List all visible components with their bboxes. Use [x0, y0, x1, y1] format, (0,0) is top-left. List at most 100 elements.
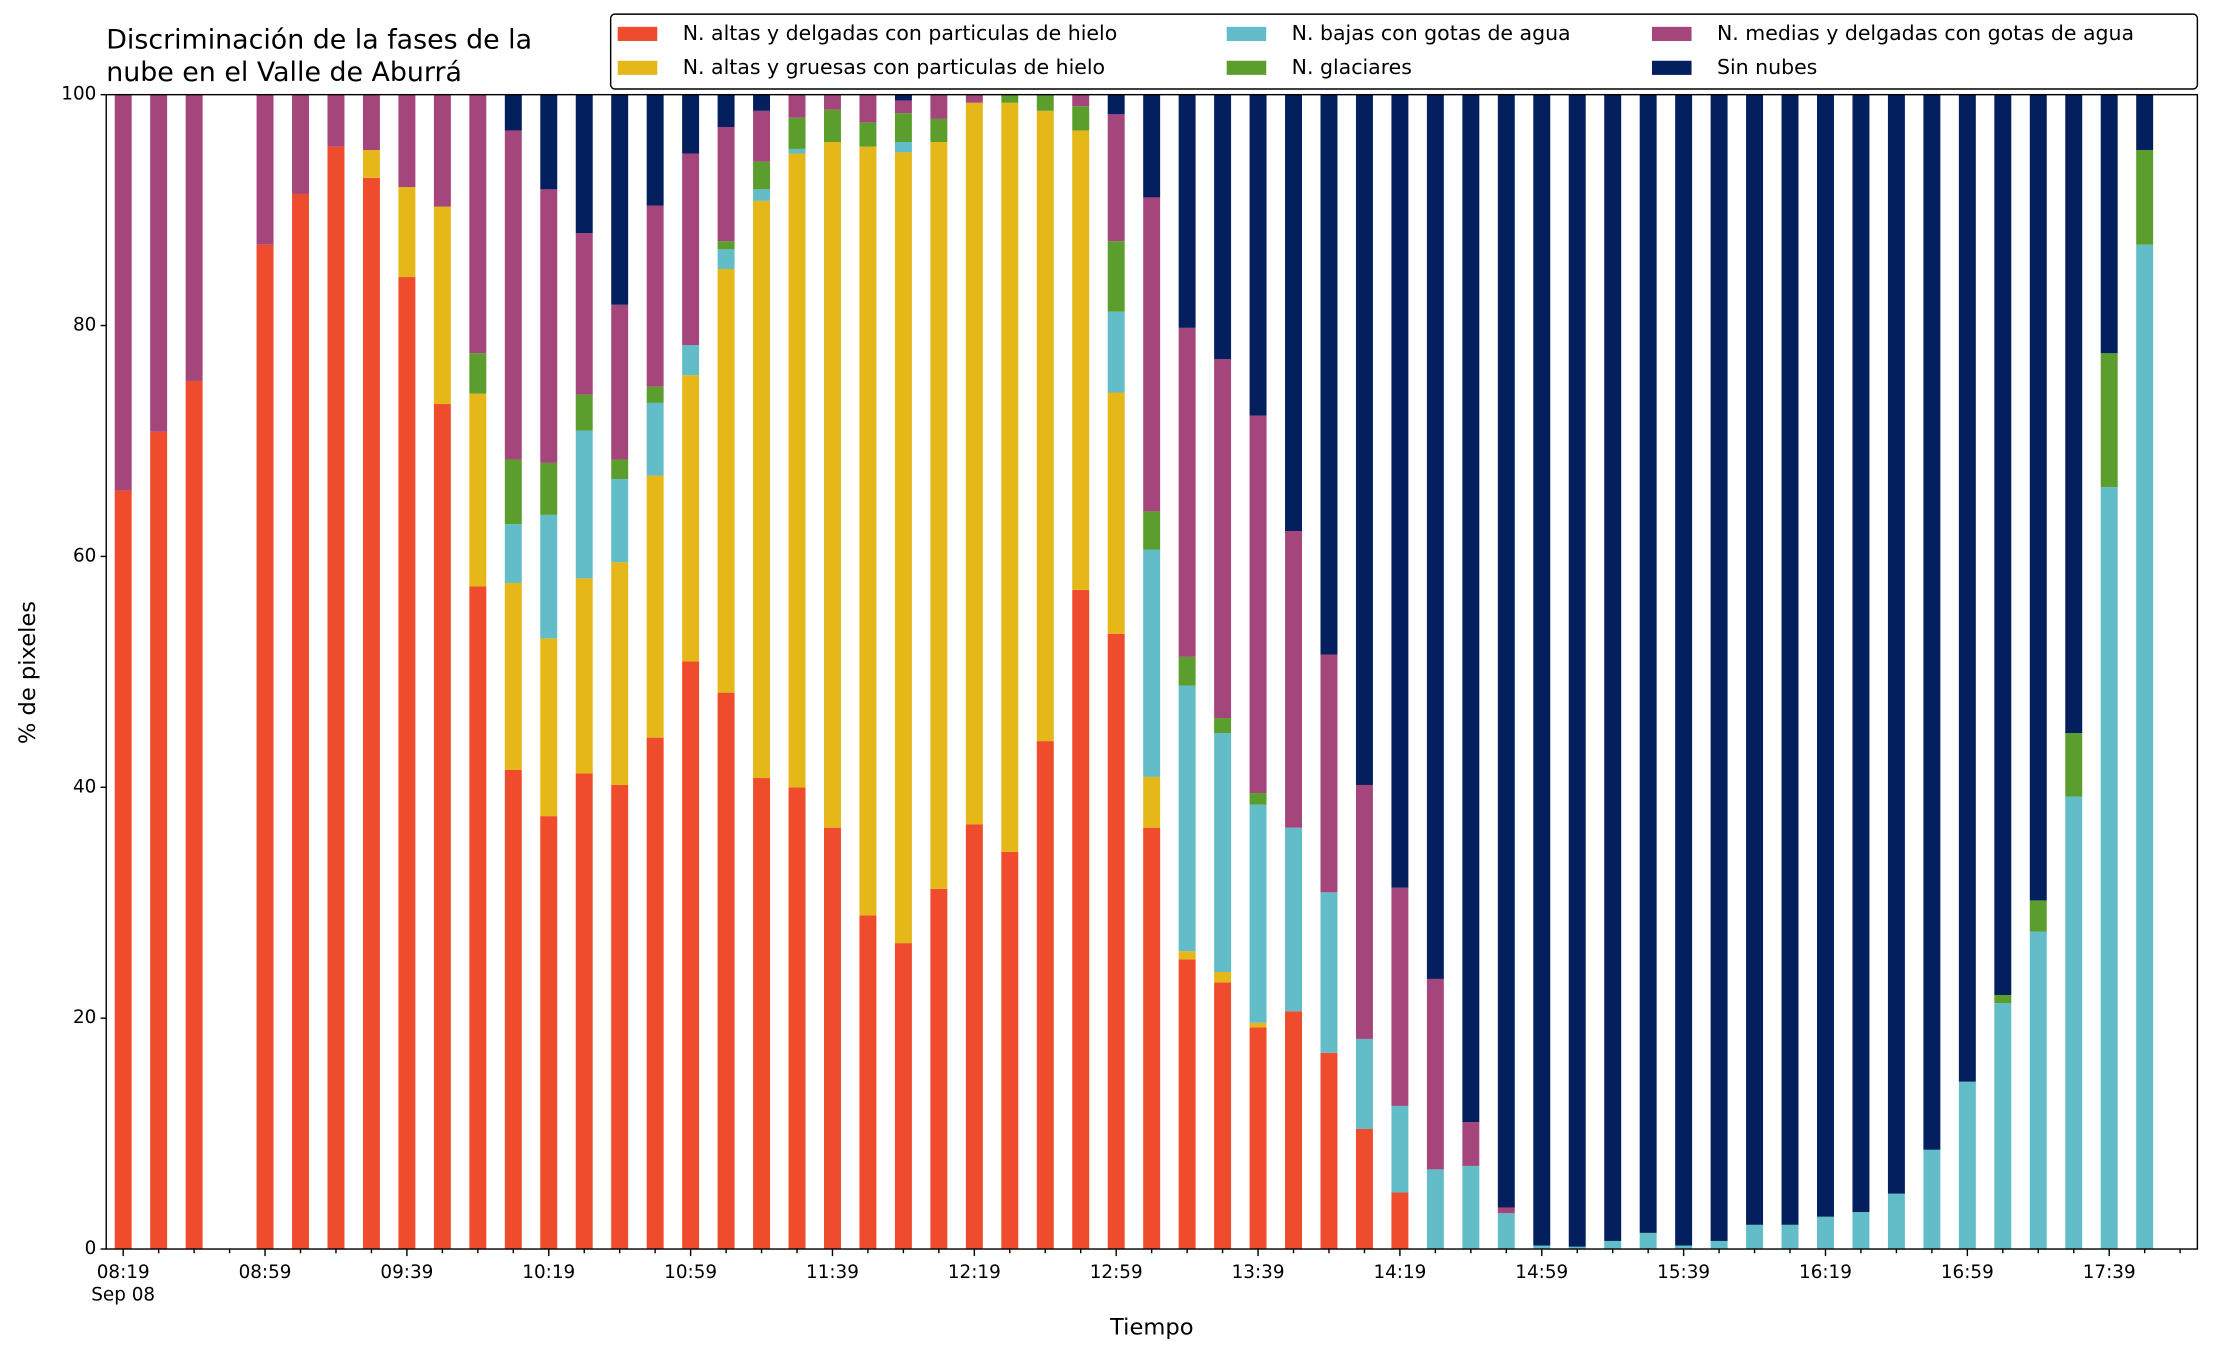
bar-segment	[292, 193, 309, 1250]
bar-segment	[646, 475, 664, 738]
bar-segment	[2136, 244, 2154, 1250]
bar-segment	[894, 152, 912, 944]
bar-segment	[824, 109, 841, 142]
bar-segment	[1675, 1245, 1693, 1250]
legend-label: N. bajas con gotas de agua	[1292, 21, 1571, 45]
legend-swatch	[617, 26, 658, 41]
bar-segment	[1107, 94, 1125, 115]
bar-segment	[965, 824, 983, 1250]
x-tick-label: 13:39	[1232, 1262, 1285, 1283]
legend-label: N. altas y gruesas con particulas de hie…	[683, 55, 1105, 79]
bar-segment	[540, 514, 558, 639]
bar-segment	[1462, 1122, 1480, 1166]
bar-segment	[930, 141, 948, 889]
bar-segment	[1710, 1240, 1728, 1250]
bar-segment	[1426, 94, 1444, 979]
bar-segment	[1249, 94, 1267, 416]
bar-segment	[469, 94, 487, 354]
bar-segment	[894, 113, 912, 142]
bar-segment	[1178, 327, 1196, 657]
bar-segment	[327, 146, 345, 1250]
y-tick-label: 20	[73, 1007, 96, 1028]
bar-segment	[1887, 1193, 1905, 1250]
bar-segment	[1285, 827, 1302, 1012]
bar-segment	[859, 915, 877, 1250]
x-tick-label: 14:59	[1515, 1262, 1568, 1283]
bar-segment	[1568, 94, 1586, 1247]
bar-segment	[717, 126, 735, 242]
bar-segment	[1781, 94, 1799, 1225]
x-tick-label: 10:59	[664, 1262, 717, 1283]
bar-segment	[540, 816, 558, 1250]
bar-segment	[1214, 718, 1232, 734]
bar-segment	[575, 233, 593, 395]
bar-segment	[398, 94, 416, 188]
bar-segment	[2100, 487, 2118, 1250]
bar-segment	[1887, 94, 1905, 1194]
bar-segment	[1214, 733, 1232, 972]
bar-segment	[646, 205, 664, 387]
legend-swatch	[1226, 60, 1267, 75]
bar-segment	[2029, 94, 2047, 901]
bar-segment	[788, 148, 806, 154]
bar-segment	[1533, 94, 1551, 1246]
bar-segment	[1249, 804, 1267, 1023]
bar-segment	[1214, 982, 1232, 1250]
x-tick-label: 16:59	[1941, 1262, 1994, 1283]
legend-label: N. altas y delgadas con particulas de hi…	[683, 21, 1118, 45]
bar-segment	[1462, 1165, 1480, 1250]
bar-segment	[1249, 1022, 1267, 1028]
bar-segment	[894, 100, 912, 114]
bar-segment	[1817, 1216, 1834, 1250]
bar-segment	[1143, 511, 1161, 550]
bar-segment	[717, 692, 735, 1250]
bar-segment	[753, 778, 771, 1250]
bar-segment	[150, 431, 168, 1250]
bar-segment	[1994, 995, 2012, 1004]
bar-segment	[504, 130, 522, 460]
bar-segment	[788, 94, 806, 118]
bar-segment	[753, 200, 771, 779]
legend-label: N. glaciares	[1292, 55, 1412, 79]
bar-segment	[469, 353, 487, 394]
bar-segment	[575, 394, 593, 431]
y-axis-label: % de pixeles	[15, 601, 41, 744]
bar-segment	[717, 94, 735, 127]
bar-segment	[1923, 1149, 1941, 1250]
x-tick-label: 15:39	[1657, 1262, 1710, 1283]
bar-segment	[611, 94, 629, 305]
bar-segment	[1391, 94, 1409, 888]
bar-segment	[1391, 1192, 1409, 1250]
bar-segment	[788, 153, 806, 788]
legend-swatch	[1651, 60, 1692, 75]
x-date-label: Sep 08	[91, 1285, 155, 1306]
x-axis-label: Tiempo	[1109, 1315, 1193, 1341]
bar-segment	[1391, 887, 1409, 1106]
bar-segment	[611, 784, 629, 1250]
y-tick-label: 80	[73, 315, 96, 336]
bar-segment	[611, 479, 629, 563]
bar-segment	[646, 386, 664, 403]
bar-segment	[2100, 94, 2118, 354]
bar-segment	[682, 661, 700, 1250]
bar-segment	[540, 462, 558, 515]
bar-segment	[646, 402, 664, 476]
bar-segment	[1249, 1027, 1267, 1250]
y-tick-label: 60	[73, 545, 96, 566]
x-tick-label: 09:39	[380, 1262, 433, 1283]
bar-segment	[1178, 959, 1196, 1250]
bar-segment	[504, 524, 522, 583]
bar-segment	[1355, 1128, 1373, 1250]
bar-segment	[753, 94, 771, 111]
bar-segment	[1639, 1232, 1657, 1250]
bar-segment	[753, 110, 771, 162]
x-tick-label: 12:59	[1090, 1262, 1143, 1283]
x-tick-label: 14:19	[1373, 1262, 1426, 1283]
bar-segment	[611, 304, 629, 460]
legend-label: Sin nubes	[1717, 55, 1817, 79]
legend-swatch	[1226, 26, 1267, 41]
bar-segment	[1426, 1169, 1444, 1250]
bar-segment	[1710, 94, 1728, 1241]
